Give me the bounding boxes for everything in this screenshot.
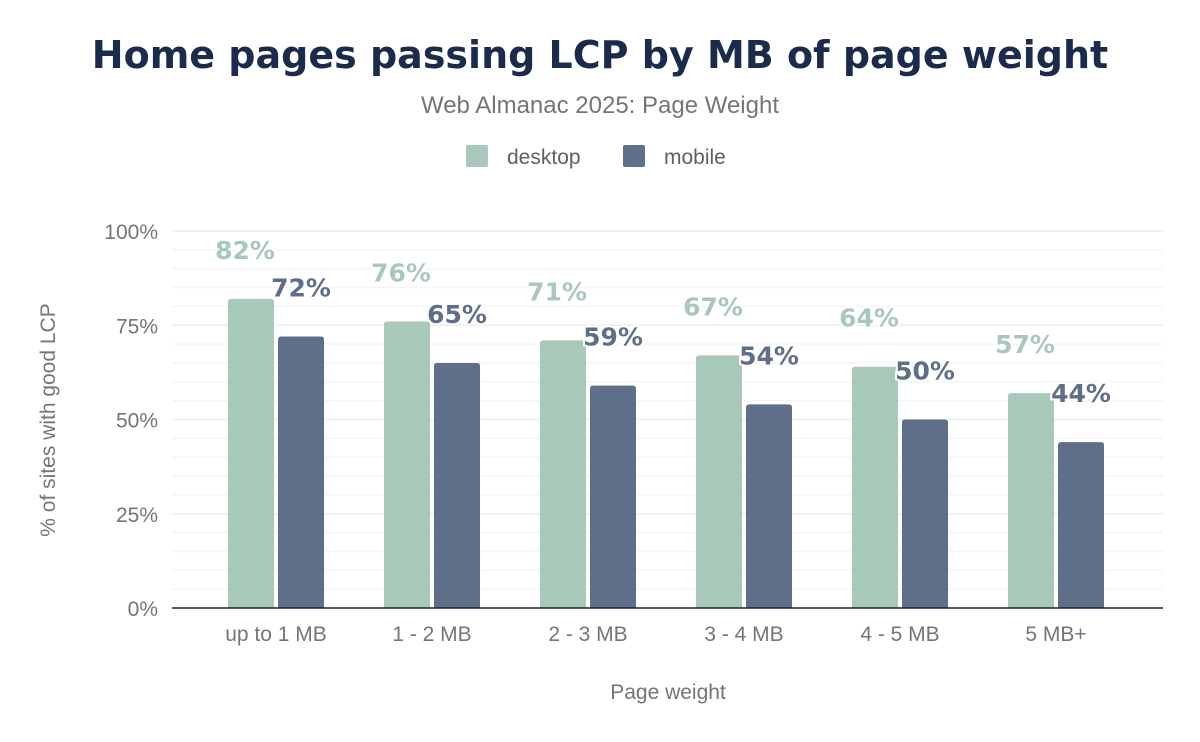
bar-mobile	[278, 336, 324, 608]
bar-desktop	[1008, 393, 1054, 608]
data-label-mobile: 59%	[583, 323, 643, 352]
bar-mobile	[902, 419, 948, 608]
legend: desktop mobile	[466, 145, 726, 169]
chart-subtitle: Web Almanac 2025: Page Weight	[421, 92, 779, 119]
y-tick-label: 75%	[116, 315, 158, 338]
x-tick-label: 5 MB+	[1025, 623, 1086, 646]
data-label-desktop: 82%	[215, 236, 275, 265]
data-label-mobile: 65%	[427, 300, 487, 329]
x-tick-label: 1 - 2 MB	[392, 623, 471, 646]
y-tick-label: 25%	[116, 504, 158, 527]
legend-swatch-mobile	[623, 145, 645, 167]
x-tick-label: up to 1 MB	[225, 623, 327, 646]
data-label-desktop: 64%	[839, 304, 899, 333]
gridlines	[172, 230, 1163, 590]
data-label-desktop: 57%	[995, 330, 1055, 359]
bar-mobile	[434, 362, 480, 608]
bar-desktop	[852, 366, 898, 608]
bar-mobile	[1058, 442, 1104, 608]
bar-desktop	[384, 321, 430, 608]
bar-mobile	[746, 404, 792, 608]
data-label-mobile: 54%	[739, 341, 799, 370]
data-label-desktop: 76%	[371, 258, 431, 287]
x-axis-label: Page weight	[610, 681, 726, 704]
y-axis-label: % of sites with good LCP	[37, 303, 60, 536]
bar-desktop	[228, 298, 274, 608]
bar-desktop	[540, 340, 586, 608]
y-axis-ticks: 0% 25% 50% 75% 100%	[104, 221, 158, 621]
chart-title: Home pages passing LCP by MB of page wei…	[92, 33, 1108, 77]
data-label-mobile: 44%	[1051, 379, 1111, 408]
x-tick-label: 2 - 3 MB	[548, 623, 627, 646]
y-tick-label: 0%	[128, 598, 158, 621]
y-tick-label: 100%	[104, 221, 158, 244]
x-tick-label: 4 - 5 MB	[860, 623, 939, 646]
x-tick-label: 3 - 4 MB	[704, 623, 783, 646]
bar-desktop	[696, 355, 742, 608]
legend-swatch-desktop	[466, 145, 488, 167]
bar-mobile	[590, 385, 636, 608]
data-label-desktop: 71%	[527, 277, 587, 306]
data-labels: 82% 72% 76% 65% 71% 59% 67% 54% 64% 50% 57% 44%	[213, 234, 1113, 410]
bars	[228, 298, 1104, 608]
y-tick-label: 50%	[116, 410, 158, 433]
data-label-mobile: 50%	[895, 357, 955, 386]
data-label-mobile: 72%	[271, 274, 331, 303]
legend-label-desktop: desktop	[507, 146, 581, 169]
x-axis-ticks: up to 1 MB 1 - 2 MB 2 - 3 MB 3 - 4 MB 4 - 5 …	[225, 623, 1086, 646]
legend-label-mobile: mobile	[664, 146, 726, 169]
data-label-desktop: 67%	[683, 292, 743, 321]
